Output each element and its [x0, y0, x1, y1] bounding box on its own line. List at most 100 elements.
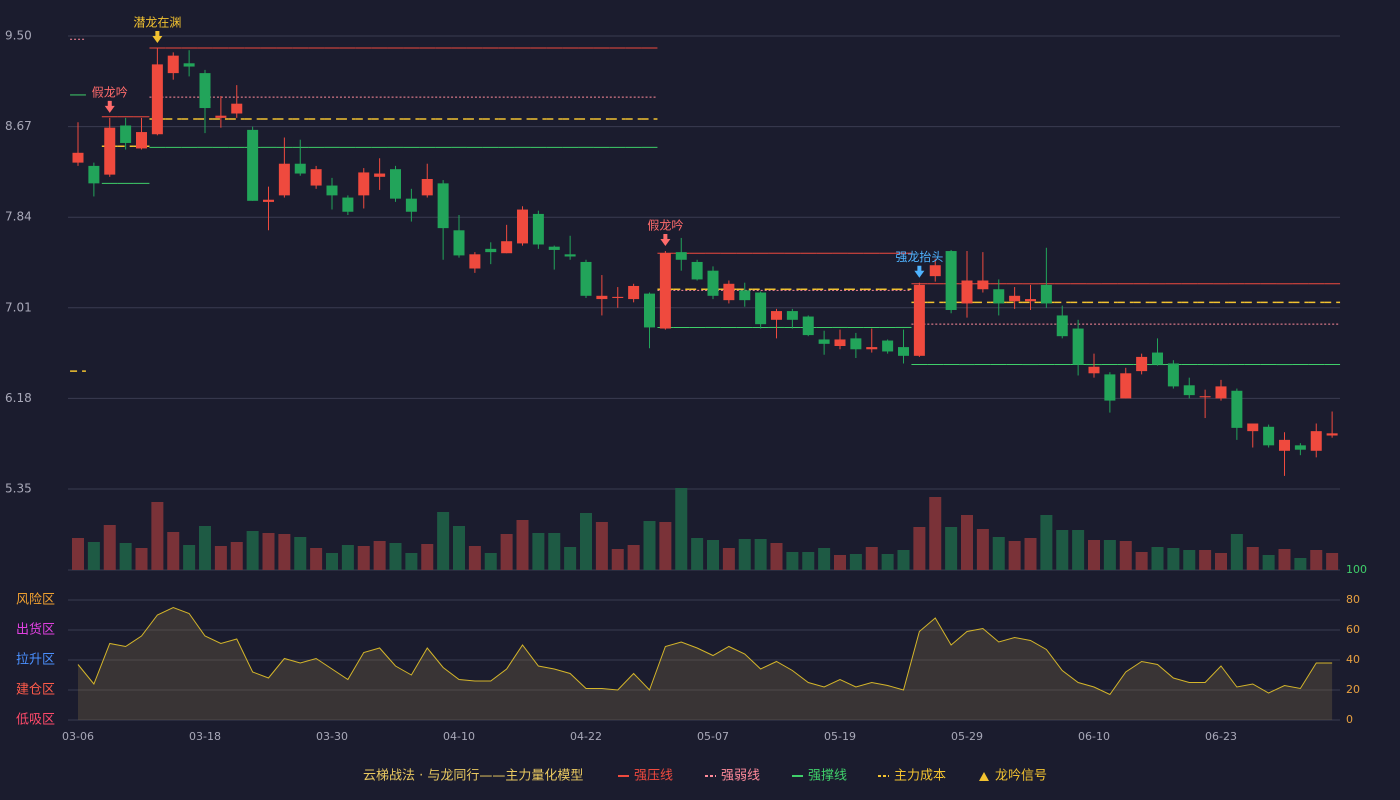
candle-body: [1104, 374, 1116, 401]
legend-swatch: [979, 772, 989, 781]
volume-bar: [1294, 558, 1307, 570]
signal-label: 潜龙在渊: [133, 16, 181, 30]
candle-body: [1088, 366, 1100, 374]
volume-bar: [627, 545, 640, 570]
candle-body: [485, 248, 497, 253]
candle-body: [1279, 439, 1290, 451]
y2-tick-label: 80: [1346, 593, 1360, 606]
volume-bar: [992, 537, 1005, 570]
volume-bar: [468, 546, 481, 570]
volume-bar: [1326, 553, 1339, 570]
volume-bar: [945, 527, 958, 570]
zone-label: 出货区: [16, 622, 55, 638]
y-tick-label: 7.01: [5, 300, 32, 314]
candle-body: [548, 246, 560, 250]
candle-body: [866, 347, 878, 350]
candle-body: [771, 311, 782, 320]
x-tick-label: 04-10: [443, 730, 475, 743]
candle-body: [644, 293, 655, 328]
volume-bar: [691, 538, 704, 570]
volume-bar: [1119, 541, 1132, 570]
zone-label: 低吸区: [16, 713, 55, 728]
candle-body: [1247, 423, 1259, 432]
candle-body: [580, 261, 592, 296]
volume-bar: [500, 534, 513, 570]
candle-body: [1120, 373, 1132, 399]
candle-body: [278, 163, 290, 196]
candle-body: [215, 115, 227, 118]
volume-bar: [1151, 547, 1164, 570]
volume-bar: [310, 548, 323, 570]
volume-bar: [1230, 534, 1243, 570]
volume-bar: [1310, 550, 1323, 570]
candle-body: [247, 129, 259, 201]
candle-body: [1152, 352, 1163, 365]
candle-body: [151, 64, 163, 135]
volume-bar: [326, 553, 338, 570]
volume-bar: [246, 531, 259, 570]
candle-body: [755, 292, 767, 325]
volume-bar: [437, 512, 450, 570]
zone-label: 风险区: [16, 593, 55, 608]
candle-body: [199, 73, 211, 109]
volume-bar: [183, 545, 196, 570]
y-tick-label: 9.50: [5, 29, 32, 43]
volume-bar: [357, 546, 370, 570]
volume-bar: [532, 533, 545, 570]
volume-bar: [707, 540, 719, 570]
candle-body: [405, 198, 417, 212]
candle-body: [1040, 284, 1052, 304]
volume-bar: [103, 525, 116, 570]
volume-bar: [802, 552, 815, 570]
candle-body: [374, 173, 386, 177]
candle-body: [850, 338, 862, 350]
candle-body: [612, 296, 624, 298]
candle-body: [183, 63, 195, 67]
volume-bar: [881, 554, 894, 570]
volume-bar: [659, 522, 672, 570]
volume-bar: [738, 539, 751, 570]
candle-body: [1231, 390, 1243, 428]
candle-body: [786, 311, 798, 320]
volume-bar: [421, 544, 434, 570]
candle-body: [1310, 431, 1322, 451]
candle-body: [1167, 363, 1179, 387]
candle-body: [136, 132, 147, 149]
candle-body: [882, 340, 894, 352]
legend-label: 强压线: [634, 769, 673, 784]
volume-bar: [611, 549, 624, 570]
x-tick-label: 04-22: [570, 730, 602, 743]
volume-bar: [1135, 552, 1148, 570]
volume-bar: [1199, 550, 1212, 570]
volume-bar: [278, 534, 291, 570]
y-tick-label: 8.67: [5, 119, 32, 133]
volume-bar: [1167, 548, 1180, 570]
candle-body: [1326, 433, 1338, 436]
volume-bar: [294, 537, 307, 570]
volume-bar: [453, 526, 465, 570]
volume-bar: [865, 547, 878, 570]
candle-body: [596, 295, 608, 300]
candle-body: [1056, 315, 1068, 337]
candle-body: [453, 230, 465, 256]
candle-body: [421, 178, 433, 196]
x-tick-label: 03-30: [316, 730, 348, 743]
candle-body: [707, 270, 719, 296]
volume-bar: [1072, 530, 1085, 570]
legend-label: 主力成本: [894, 769, 946, 784]
indicator-line: [77, 606, 1333, 696]
signal-label: 假龙吟: [647, 218, 683, 233]
candle-body: [834, 339, 846, 347]
volume-bar: [405, 553, 418, 570]
volume-bar: [373, 541, 386, 570]
x-tick-label: 06-23: [1205, 730, 1237, 743]
candle-body: [167, 55, 179, 74]
legend-label: 龙吟信号: [995, 768, 1047, 784]
volume-bar: [834, 555, 846, 570]
zone-label: 拉升区: [16, 653, 55, 668]
candle-body: [961, 280, 973, 304]
legend-title: 云梯战法 · 与龙同行——主力量化模型: [363, 769, 583, 784]
volume-bar: [961, 515, 973, 570]
y2-tick-label: 40: [1346, 653, 1360, 666]
volume-bar: [548, 533, 561, 570]
